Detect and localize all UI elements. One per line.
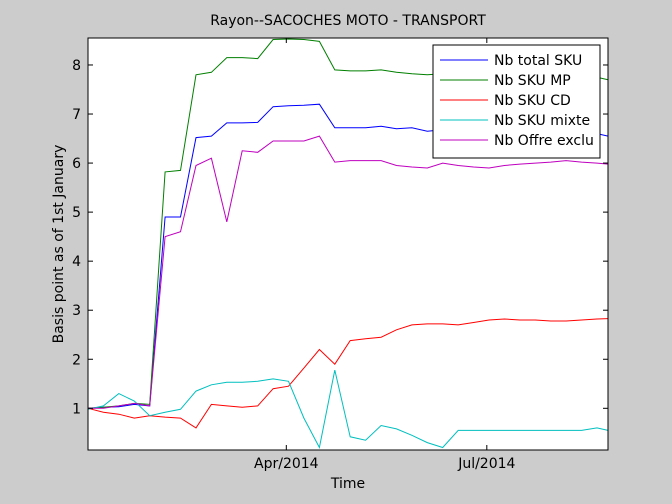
legend-label-2: Nb SKU MP	[494, 73, 571, 89]
series-line-3	[87, 318, 609, 429]
legend-label-3: Nb SKU CD	[494, 93, 571, 109]
tick-layer: 1 2 3 4 5 6 7 8 Apr/2014 Jul/2014	[72, 38, 608, 472]
y-tick-label: 4	[72, 254, 81, 270]
legend-label-1: Nb total SKU	[494, 53, 582, 69]
legend-label-5: Nb Offre exclu	[494, 133, 594, 149]
y-tick-label: 8	[72, 58, 81, 74]
y-tick-label: 5	[72, 205, 81, 221]
series-line-5	[88, 135, 609, 409]
legend: Nb total SKU Nb SKU MP Nb SKU CD Nb SKU mix…	[432, 44, 601, 159]
series-line-4	[87, 369, 609, 449]
y-tick-label: 3	[72, 303, 81, 319]
x-tick-label: Jul/2014	[457, 456, 515, 472]
legend-box	[432, 44, 601, 159]
y-tick-label: 7	[72, 107, 81, 123]
y-tick-label: 2	[72, 352, 81, 368]
y-tick-label: 1	[72, 401, 81, 417]
legend-label-4: Nb SKU mixte	[494, 113, 590, 129]
y-axis-label: Basis point as of 1st January	[51, 145, 67, 344]
x-tick-label: Apr/2014	[254, 456, 319, 472]
y-tick-label: 6	[72, 156, 81, 172]
chart-title: Rayon--SACOCHES MOTO - TRANSPORT	[210, 13, 486, 29]
plot-frame	[87, 37, 609, 451]
x-axis-label: Time	[330, 476, 365, 492]
